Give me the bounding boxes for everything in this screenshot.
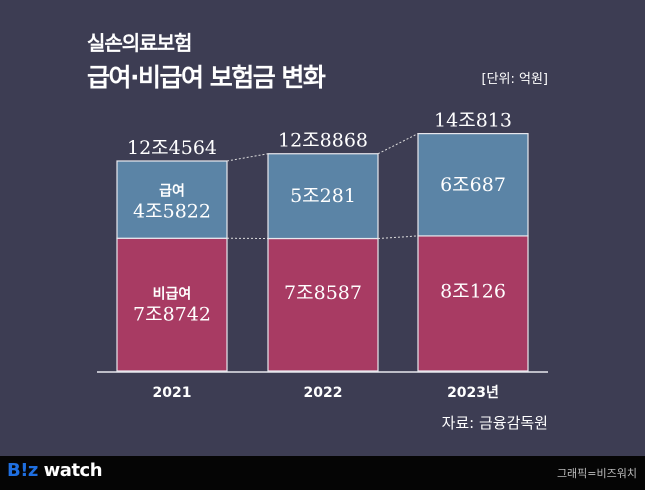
series-name-covered: 급여 bbox=[159, 183, 185, 200]
logo-watch: watch bbox=[37, 460, 103, 481]
chart-title: 급여·비급여 보험금 변화 bbox=[87, 63, 326, 92]
x-tick-label: 2023년 bbox=[447, 385, 499, 401]
bar-covered-2021 bbox=[116, 160, 228, 239]
total-label: 12조4564 bbox=[127, 137, 217, 159]
noncovered-value-label: 7조8587 bbox=[284, 282, 362, 304]
chart-subtitle: 실손의료보험 bbox=[87, 31, 192, 55]
logo-biz: B!z bbox=[7, 460, 38, 481]
covered-value-label: 5조281 bbox=[290, 185, 356, 207]
graphic-credit: 그래픽=비즈워치 bbox=[556, 467, 637, 480]
series-name-noncovered: 비급여 bbox=[153, 286, 192, 303]
bar-covered-2022 bbox=[267, 153, 379, 240]
chart-panel: 실손의료보험 급여·비급여 보험금 변화 [단위: 억원] 12조4564 급여 4… bbox=[87, 31, 549, 432]
total-label: 14조813 bbox=[434, 110, 512, 132]
total-connector-line bbox=[226, 153, 269, 162]
split-connector-line bbox=[377, 235, 419, 240]
total-label: 12조8868 bbox=[278, 130, 368, 152]
noncovered-value-label: 8조126 bbox=[440, 280, 506, 302]
x-tick-label: 2022 bbox=[304, 385, 343, 401]
covered-value-label: 6조687 bbox=[440, 174, 506, 196]
total-connector-line bbox=[377, 133, 419, 155]
bizwatch-logo: B!z watch bbox=[7, 460, 103, 481]
source-label: 자료: 금융감독원 bbox=[441, 414, 548, 432]
covered-value-label: 4조5822 bbox=[133, 201, 211, 223]
bar-noncovered-2023년 bbox=[417, 235, 529, 372]
bar-noncovered-2021 bbox=[116, 237, 228, 372]
bar-covered-2023년 bbox=[417, 133, 529, 237]
noncovered-value-label: 7조8742 bbox=[133, 304, 211, 326]
x-tick-label: 2021 bbox=[153, 385, 192, 401]
unit-label: [단위: 억원] bbox=[481, 72, 549, 87]
footer-bar: B!z watch 그래픽=비즈워치 bbox=[0, 456, 645, 490]
bar-noncovered-2022 bbox=[267, 237, 379, 372]
